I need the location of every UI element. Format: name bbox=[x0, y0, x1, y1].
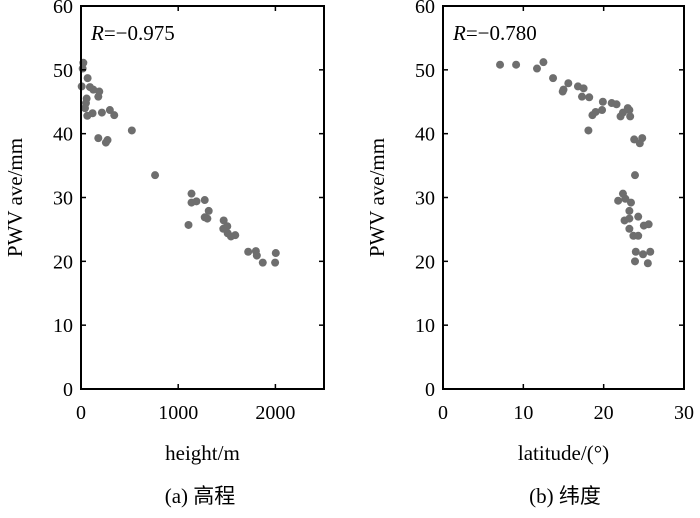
x-tick-label: 0 bbox=[76, 402, 86, 424]
correlation-annotation: R=−0.975 bbox=[90, 21, 175, 45]
data-point bbox=[634, 231, 643, 240]
data-point bbox=[564, 79, 573, 88]
x-tick-label: 2000 bbox=[255, 402, 295, 424]
data-point bbox=[549, 74, 558, 83]
plot-frame bbox=[442, 5, 685, 390]
data-point bbox=[89, 85, 98, 94]
data-point bbox=[94, 92, 103, 101]
data-point bbox=[643, 259, 652, 268]
y-tick-label: 50 bbox=[53, 60, 73, 82]
data-point bbox=[612, 100, 621, 109]
data-point bbox=[97, 108, 106, 117]
r-value: =−0.780 bbox=[466, 21, 537, 45]
data-point bbox=[204, 206, 213, 215]
y-tick-label: 50 bbox=[415, 60, 435, 82]
y-tick-label: 0 bbox=[425, 379, 435, 401]
data-point bbox=[625, 206, 634, 215]
data-point bbox=[187, 189, 196, 198]
data-point bbox=[151, 171, 160, 180]
data-point bbox=[231, 231, 240, 240]
data-point bbox=[271, 249, 280, 258]
data-point bbox=[579, 84, 588, 93]
data-point bbox=[203, 214, 212, 223]
data-point bbox=[219, 216, 228, 225]
data-point bbox=[83, 74, 92, 83]
subfigure-caption: (a) 高程 bbox=[165, 484, 236, 508]
y-tick-label: 60 bbox=[53, 0, 73, 18]
data-point bbox=[103, 136, 112, 145]
data-point bbox=[271, 258, 280, 267]
data-point bbox=[625, 224, 634, 233]
data-point bbox=[591, 107, 600, 116]
chart-panel-0: 0 10 20 30 40 50 60 0 1000 2000 R=−0.975 height/m PW… bbox=[3, 0, 325, 508]
data-point bbox=[110, 111, 119, 120]
data-point bbox=[584, 126, 593, 135]
data-point bbox=[634, 212, 643, 221]
y-tick-label: 30 bbox=[53, 188, 73, 210]
data-point bbox=[512, 60, 521, 69]
y-axis-label: PWV ave/mm bbox=[3, 138, 27, 257]
x-tick-label: 10 bbox=[513, 402, 533, 424]
data-point bbox=[252, 251, 261, 260]
data-point bbox=[630, 257, 639, 266]
y-tick-label: 40 bbox=[415, 124, 435, 146]
data-point bbox=[598, 97, 607, 106]
data-point bbox=[258, 258, 267, 267]
data-point bbox=[559, 85, 568, 94]
data-point bbox=[626, 198, 635, 207]
data-point bbox=[635, 139, 644, 148]
data-point bbox=[639, 250, 648, 259]
r-value: =−0.975 bbox=[104, 21, 175, 45]
y-axis-label: PWV ave/mm bbox=[365, 138, 389, 257]
chart-panel-1: 0 10 20 30 40 50 60 0 10 20 30 R=−0.780 latitude/(°)… bbox=[365, 0, 694, 508]
x-tick-label: 1000 bbox=[158, 402, 198, 424]
data-point bbox=[496, 60, 505, 69]
data-point bbox=[598, 106, 607, 115]
data-point bbox=[630, 171, 639, 180]
data-point bbox=[646, 247, 655, 256]
data-point bbox=[625, 106, 634, 115]
data-point bbox=[94, 134, 103, 143]
data-point bbox=[88, 109, 97, 118]
data-point bbox=[631, 247, 640, 256]
y-tick-label: 20 bbox=[53, 251, 73, 273]
data-point bbox=[184, 220, 193, 229]
y-tick-label: 10 bbox=[415, 315, 435, 337]
data-point bbox=[630, 135, 639, 144]
data-point bbox=[532, 64, 541, 73]
data-point bbox=[192, 197, 201, 206]
data-point bbox=[539, 58, 548, 67]
r-symbol: R bbox=[90, 21, 104, 45]
data-point bbox=[80, 104, 89, 113]
data-point bbox=[644, 220, 653, 229]
correlation-annotation: R=−0.780 bbox=[452, 21, 537, 45]
x-tick-label: 0 bbox=[438, 402, 448, 424]
y-tick-label: 20 bbox=[415, 251, 435, 273]
y-tick-label: 30 bbox=[415, 188, 435, 210]
data-point bbox=[577, 92, 586, 101]
r-symbol: R bbox=[452, 21, 466, 45]
x-tick-label: 20 bbox=[594, 402, 614, 424]
x-axis-label: latitude/(°) bbox=[518, 441, 609, 465]
data-point bbox=[78, 64, 87, 73]
data-point bbox=[626, 112, 635, 121]
data-point bbox=[127, 126, 136, 135]
data-point bbox=[614, 196, 623, 205]
y-tick-label: 60 bbox=[415, 0, 435, 18]
data-point bbox=[621, 194, 630, 203]
y-tick-label: 40 bbox=[53, 124, 73, 146]
data-point bbox=[585, 93, 594, 102]
data-point bbox=[625, 214, 634, 223]
y-tick-label: 0 bbox=[63, 379, 73, 401]
subfigure-caption: (b) 纬度 bbox=[529, 484, 601, 508]
y-tick-label: 10 bbox=[53, 315, 73, 337]
data-point bbox=[200, 196, 209, 205]
x-tick-label: 30 bbox=[674, 402, 694, 424]
data-point bbox=[244, 247, 253, 256]
x-axis-label: height/m bbox=[165, 441, 240, 465]
